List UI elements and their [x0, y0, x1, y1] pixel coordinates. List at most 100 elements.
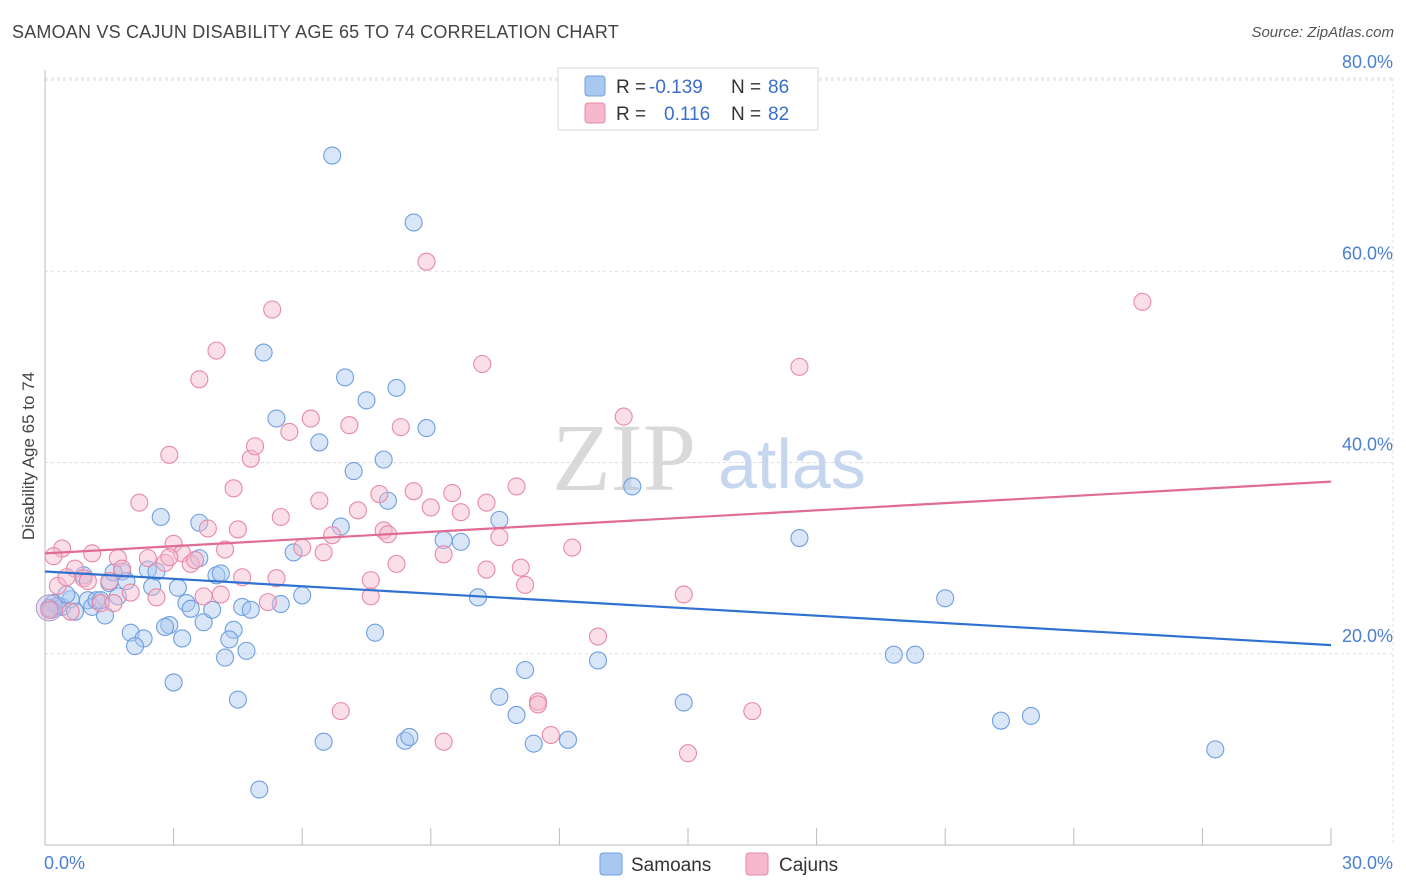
cajun-point — [147, 588, 166, 607]
samoan-point — [181, 599, 200, 618]
samoan-point — [228, 690, 247, 709]
cajun-point — [340, 416, 359, 435]
cajun-point — [160, 445, 179, 464]
cajun-point — [507, 477, 526, 496]
cajun-point — [678, 744, 698, 763]
y-tick-label: 80.0% — [1342, 52, 1393, 72]
samoan-point — [194, 613, 213, 632]
cajun-point — [1133, 292, 1152, 311]
cajun-point — [370, 485, 389, 504]
cajun-point — [100, 572, 119, 591]
samoan-point — [215, 648, 235, 667]
cajun-point — [245, 437, 265, 456]
samoan-point — [623, 477, 642, 496]
legend-swatch-cajuns — [584, 102, 606, 124]
cajun-point — [490, 528, 509, 547]
cajun-point — [44, 547, 63, 566]
cajun-point — [228, 520, 247, 539]
legend-r-value-samoans: -0.139 — [649, 77, 703, 98]
legend-n-value-cajuns: 82 — [768, 104, 789, 125]
cajun-point — [563, 538, 582, 557]
cajun-point — [40, 600, 59, 619]
cajun-point — [434, 545, 453, 564]
series-samoans — [35, 146, 1225, 799]
cajun-point — [224, 479, 243, 498]
cajun-point — [674, 585, 693, 604]
trend-lines — [44, 480, 1332, 647]
cajun-point — [271, 507, 290, 527]
chart-title: SAMOAN VS CAJUN DISABILITY AGE 65 TO 74 … — [12, 22, 619, 42]
samoan-point — [125, 637, 145, 656]
cajun-point — [263, 300, 282, 319]
samoan-point — [220, 630, 239, 649]
samoan-point — [451, 532, 470, 551]
samoan-point — [250, 780, 269, 799]
cajun-point — [78, 572, 97, 591]
x-tick-label-min: 0.0% — [44, 853, 85, 873]
legend-r-value-cajuns: 0.116 — [664, 104, 710, 125]
cajun-point — [190, 370, 209, 389]
samoan-point — [1021, 706, 1040, 725]
samoan-point — [387, 378, 406, 397]
source-credit: Source: ZipAtlas.com — [1251, 24, 1394, 41]
legend-r-label-cajuns: R = — [616, 104, 646, 125]
samoan-point — [936, 589, 955, 608]
cajun-point — [387, 554, 406, 573]
y-axis-label: Disability Age 65 to 74 — [19, 372, 38, 540]
cajun-point — [267, 569, 286, 588]
legend-swatch-samoans — [584, 75, 606, 97]
samoan-point — [524, 734, 543, 753]
cajun-point — [83, 544, 102, 563]
y-tick-label: 40.0% — [1342, 435, 1393, 455]
cajun-point — [185, 550, 205, 570]
cajun-point — [61, 602, 80, 621]
cajun-point — [516, 575, 535, 594]
cajun-point — [314, 543, 333, 562]
samoan-point — [404, 213, 423, 232]
samoan-point — [588, 651, 608, 670]
samoan-point — [991, 711, 1010, 730]
cajun-point — [477, 493, 496, 512]
cajun-point — [138, 549, 157, 568]
samoan-point — [490, 510, 509, 529]
cajun-point — [434, 732, 453, 751]
samoan-point — [558, 730, 578, 749]
samoan-trend-line — [44, 570, 1332, 647]
samoan-point — [284, 543, 303, 562]
samoan-point — [164, 673, 183, 692]
cajun-point — [790, 357, 809, 376]
cajun-point — [310, 491, 329, 510]
samoan-point — [293, 586, 312, 605]
cajun-point — [211, 585, 230, 604]
cajun-point — [528, 695, 548, 714]
cajun-point — [91, 594, 110, 613]
y-tick-label: 60.0% — [1342, 243, 1393, 263]
cajun-point — [121, 583, 140, 602]
series-legend: Samoans Cajuns — [599, 852, 838, 876]
cajun-point — [417, 252, 436, 271]
samoan-point — [1206, 740, 1225, 759]
bottom-legend-swatch-cajuns — [745, 852, 769, 876]
samoan-point — [310, 433, 329, 452]
samoan-point — [314, 732, 333, 751]
cajun-point — [198, 519, 217, 538]
cajun-point — [743, 702, 762, 721]
cajun-point — [207, 341, 226, 360]
cajun-point — [280, 422, 299, 441]
samoan-point — [224, 620, 243, 639]
samoan-point — [241, 600, 260, 619]
cajun-point — [477, 560, 496, 579]
samoan-point — [267, 409, 286, 428]
cajun-point — [323, 526, 342, 545]
bottom-legend-swatch-samoans — [599, 852, 623, 876]
samoan-point — [374, 450, 393, 469]
cajun-point — [443, 484, 462, 503]
cajun-point — [404, 482, 423, 501]
series-cajuns — [40, 252, 1152, 763]
cajun-point — [511, 558, 530, 577]
samoan-point — [516, 660, 535, 680]
correlation-legend: R = -0.139 N = 86 R = 0.116 N = 82 — [557, 67, 819, 131]
samoan-point — [884, 645, 903, 664]
watermark-zip: ZIP — [552, 404, 696, 511]
